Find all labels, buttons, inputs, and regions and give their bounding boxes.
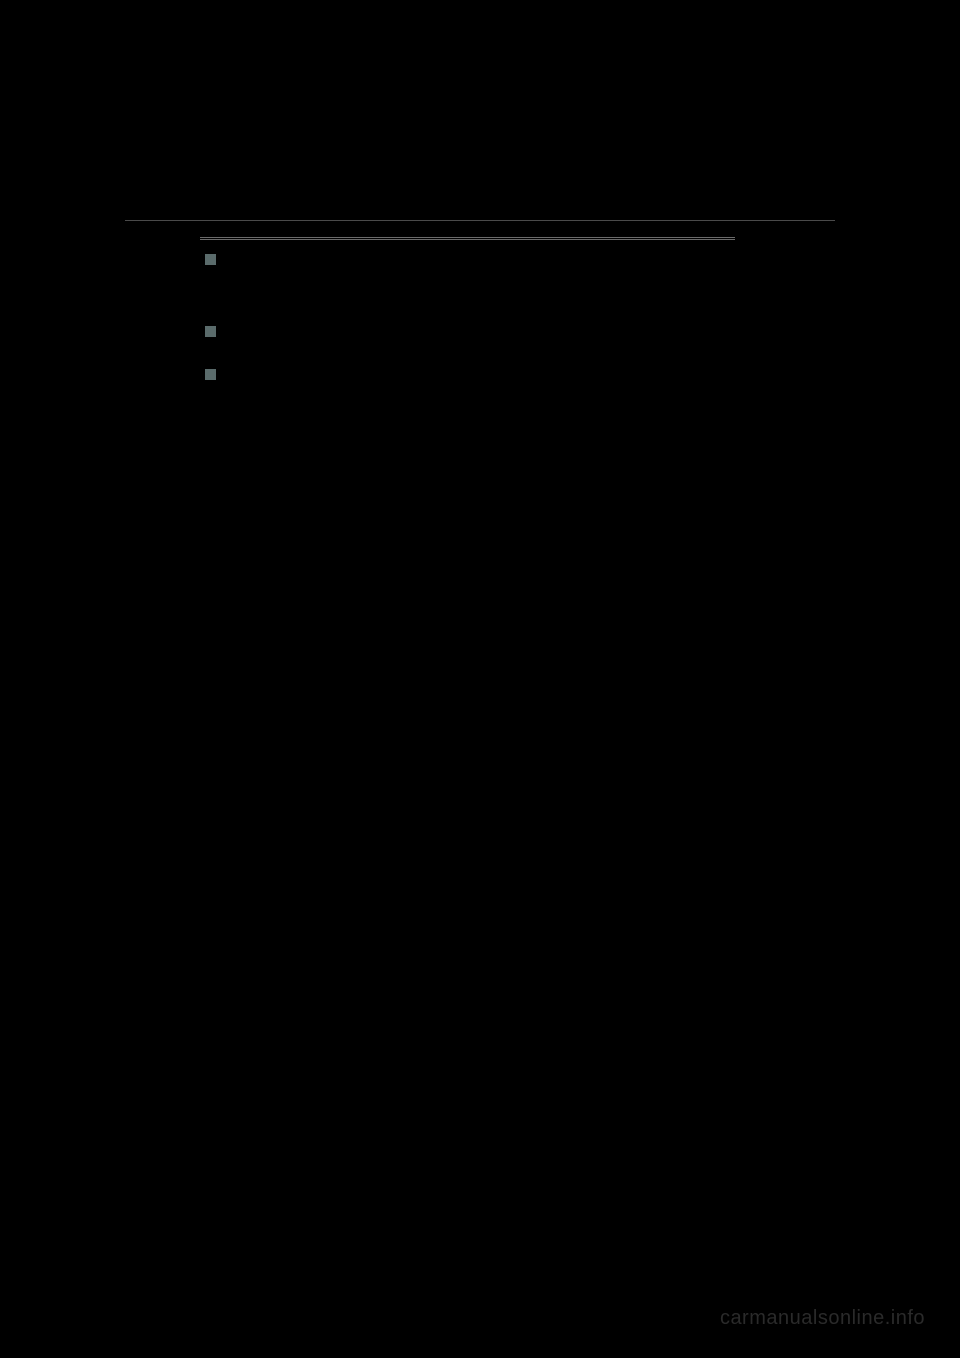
watermark-text: carmanualsonline.info (720, 1307, 925, 1330)
main-horizontal-rule (125, 220, 835, 221)
bullet-icon (205, 254, 216, 265)
bullet-icon (205, 326, 216, 337)
double-horizontal-rule (200, 237, 735, 240)
page-container: carmanualsonline.info (0, 0, 960, 1358)
bullet-icon (205, 369, 216, 380)
